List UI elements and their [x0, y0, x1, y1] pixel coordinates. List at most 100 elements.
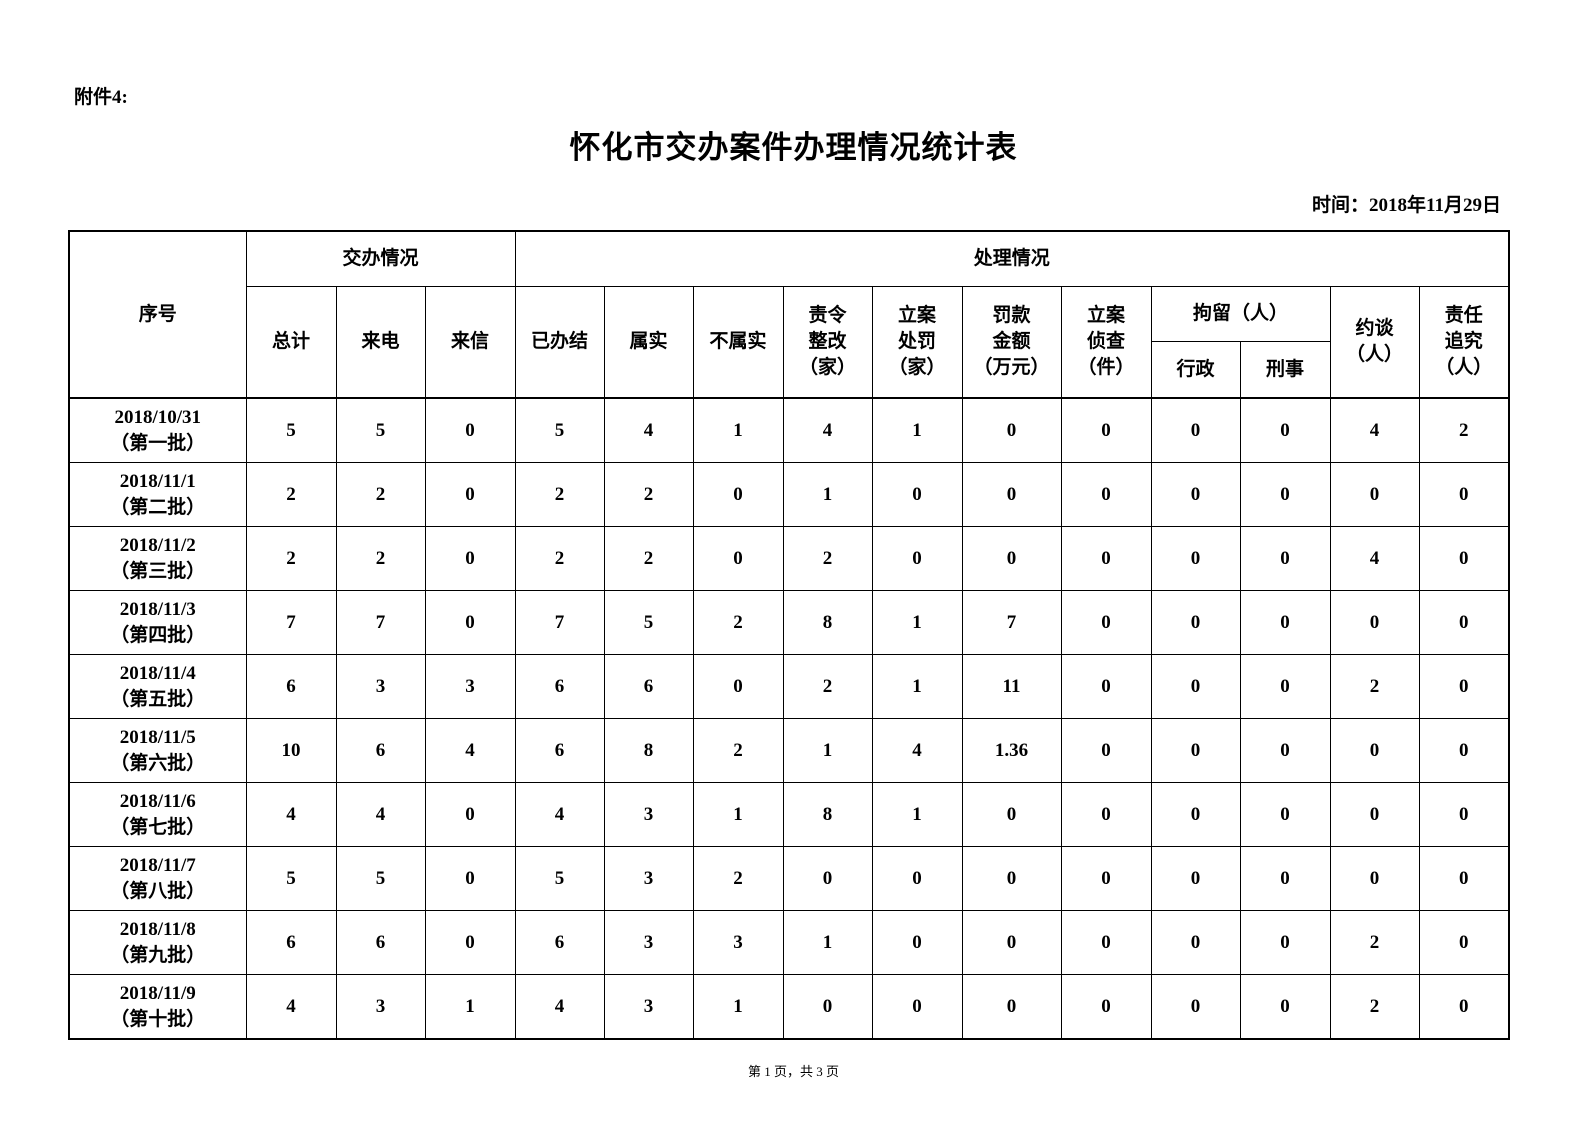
table-cell: 4 [245, 974, 337, 1040]
table-cell: 6 [245, 654, 337, 719]
header-true: 属实 [603, 286, 694, 399]
table-cell: 0 [1060, 910, 1152, 975]
table-cell: 3 [603, 846, 694, 911]
header-detain: 拘留（人） [1150, 286, 1331, 342]
table-cell: 0 [1150, 974, 1241, 1040]
row-seq: 2018/11/1 （第二批） [68, 462, 247, 527]
table-cell: 0 [1150, 846, 1241, 911]
table-cell: 0 [424, 782, 516, 847]
table-cell: 7 [961, 590, 1062, 655]
table-cell: 0 [871, 526, 963, 591]
table-cell: 0 [1329, 846, 1420, 911]
table-cell: 0 [961, 462, 1062, 527]
table-cell: 6 [603, 654, 694, 719]
table-cell: 0 [1239, 782, 1331, 847]
table-cell: 2 [1329, 974, 1420, 1040]
table-cell: 0 [961, 782, 1062, 847]
table-cell: 5 [335, 397, 426, 463]
table-cell: 6 [514, 718, 605, 783]
table-cell: 3 [603, 782, 694, 847]
table-cell: 3 [603, 910, 694, 975]
table-cell: 0 [1418, 782, 1510, 847]
statistics-table: 序号 交办情况 处理情况 总计 来电 来信 已办结 属实 不属实 责令 整改 （… [68, 230, 1510, 1040]
header-rectify: 责令 整改 （家） [782, 286, 873, 399]
table-cell: 1 [692, 397, 784, 463]
table-cell: 0 [961, 910, 1062, 975]
header-assigned: 交办情况 [245, 230, 516, 287]
table-cell: 0 [1418, 526, 1510, 591]
table-cell: 3 [692, 910, 784, 975]
table-cell: 0 [961, 526, 1062, 591]
table-cell: 3 [335, 654, 426, 719]
table-cell: 0 [1239, 974, 1331, 1040]
table-cell: 1.36 [961, 718, 1062, 783]
table-row: 2018/11/5 （第六批） 10 6 4 6 8 2 1 4 1.36 0 0 0 0 0 [68, 718, 1510, 783]
row-seq: 2018/10/31 （第一批） [68, 397, 247, 463]
table-cell: 0 [424, 910, 516, 975]
table-cell: 8 [782, 590, 873, 655]
table-row: 2018/11/7 （第八批） 5 5 0 5 3 2 0 0 0 0 0 0 0 0 [68, 846, 1510, 911]
table-row: 2018/11/3 （第四批） 7 7 0 7 5 2 8 1 7 0 0 0 0 0 [68, 590, 1510, 655]
header-total: 总计 [245, 286, 337, 399]
table-cell: 1 [871, 397, 963, 463]
table-cell: 0 [871, 974, 963, 1040]
table-cell: 4 [514, 782, 605, 847]
table-cell: 6 [245, 910, 337, 975]
row-seq: 2018/11/4 （第五批） [68, 654, 247, 719]
table-cell: 0 [1329, 590, 1420, 655]
table-cell: 0 [1060, 846, 1152, 911]
table-cell: 0 [1150, 910, 1241, 975]
table-cell: 8 [603, 718, 694, 783]
table-cell: 0 [1060, 397, 1152, 463]
table-cell: 0 [1239, 590, 1331, 655]
table-cell: 4 [871, 718, 963, 783]
table-cell: 0 [961, 974, 1062, 1040]
table-cell: 0 [424, 590, 516, 655]
table-cell: 8 [782, 782, 873, 847]
table-cell: 0 [961, 846, 1062, 911]
table-cell: 0 [1329, 718, 1420, 783]
row-seq: 2018/11/7 （第八批） [68, 846, 247, 911]
table-cell: 2 [1329, 910, 1420, 975]
header-fine: 罚款 金额 （万元） [961, 286, 1062, 399]
table-cell: 2 [335, 526, 426, 591]
table-cell: 0 [1239, 718, 1331, 783]
table-cell: 0 [1418, 846, 1510, 911]
table-cell: 0 [1329, 782, 1420, 847]
table-cell: 0 [1418, 910, 1510, 975]
table-row: 2018/11/1 （第二批） 2 2 0 2 2 0 1 0 0 0 0 0 0 0 [68, 462, 1510, 527]
table-cell: 0 [1060, 526, 1152, 591]
table-cell: 2 [514, 526, 605, 591]
table-cell: 0 [1060, 462, 1152, 527]
table-cell: 5 [335, 846, 426, 911]
table-cell: 0 [1239, 654, 1331, 719]
row-seq: 2018/11/8 （第九批） [68, 910, 247, 975]
table-cell: 10 [245, 718, 337, 783]
table-cell: 2 [1418, 397, 1510, 463]
table-cell: 0 [692, 654, 784, 719]
table-cell: 0 [1150, 718, 1241, 783]
header-letter: 来信 [424, 286, 516, 399]
table-cell: 0 [1239, 910, 1331, 975]
header-admin: 行政 [1150, 341, 1241, 399]
table-cell: 11 [961, 654, 1062, 719]
table-cell: 0 [1150, 590, 1241, 655]
table-cell: 0 [1418, 590, 1510, 655]
table-cell: 0 [1418, 654, 1510, 719]
table-cell: 4 [245, 782, 337, 847]
table-row: 2018/11/2 （第三批） 2 2 0 2 2 0 2 0 0 0 0 0 4 0 [68, 526, 1510, 591]
table-cell: 0 [1060, 590, 1152, 655]
header-seq: 序号 [68, 230, 247, 399]
table-cell: 2 [603, 462, 694, 527]
table-cell: 4 [1329, 397, 1420, 463]
table-cell: 0 [424, 526, 516, 591]
table-cell: 2 [692, 846, 784, 911]
table-row: 2018/11/9 （第十批） 4 3 1 4 3 1 0 0 0 0 0 0 2 0 [68, 974, 1510, 1040]
table-cell: 2 [692, 718, 784, 783]
table-cell: 4 [603, 397, 694, 463]
page-title: 怀化市交办案件办理情况统计表 [569, 130, 1018, 165]
table-cell: 4 [424, 718, 516, 783]
table-cell: 0 [1060, 974, 1152, 1040]
table-cell: 0 [1418, 718, 1510, 783]
header-criminal: 刑事 [1239, 341, 1331, 399]
